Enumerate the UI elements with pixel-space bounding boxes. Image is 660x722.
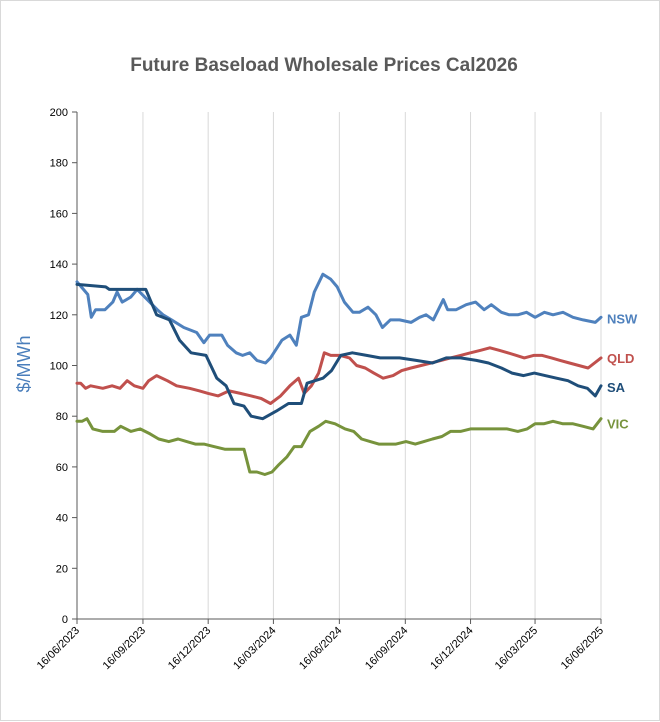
series-label-sa: SA [607,380,626,395]
x-tick-label: 16/06/2025 [559,625,606,672]
series-line-vic [75,417,603,476]
y-tick-label: 80 [56,411,68,423]
x-tick-label: 16/03/2024 [231,625,278,672]
y-tick-label: 200 [50,107,68,119]
x-tick-label: 16/12/2023 [166,625,213,672]
series-line-sa [75,282,603,421]
x-tick-label: 16/12/2024 [428,625,475,672]
chart-title: Future Baseload Wholesale Prices Cal2026 [130,55,518,76]
y-tick-label: 180 [50,158,68,170]
series-lines [75,272,603,476]
x-tick-label: 16/09/2024 [363,625,410,672]
x-tick-label: 16/06/2024 [297,625,344,672]
y-tick-label: 120 [50,310,68,322]
y-tick-label: 20 [56,563,68,575]
gridlines [72,111,602,624]
series-label-qld: QLD [607,351,634,366]
series-line-nsw [75,272,603,365]
y-tick-label: 0 [62,614,68,626]
series-label-nsw: NSW [607,311,638,326]
axes [76,112,601,620]
x-tick-label: 16/09/2023 [101,625,148,672]
y-axis-label: $/MWh [14,335,34,392]
y-tick-label: 40 [56,513,68,525]
y-tick-label: 140 [50,259,68,271]
x-tick-label: 16/03/2025 [493,625,540,672]
y-tick-label: 160 [50,208,68,220]
x-tick-labels: 16/06/2023 16/09/2023 16/12/2023 16/03/2024… [35,625,606,672]
y-tick-labels: 0 20 40 60 80 100 120 140 160 180 200 [50,107,68,626]
series-line-qld [75,346,603,405]
series-labels: NSW QLD SA VIC [607,311,638,431]
y-tick-label: 100 [50,361,68,373]
series-label-vic: VIC [607,417,629,432]
x-tick-label: 16/06/2023 [35,625,82,672]
y-tick-label: 60 [56,462,68,474]
